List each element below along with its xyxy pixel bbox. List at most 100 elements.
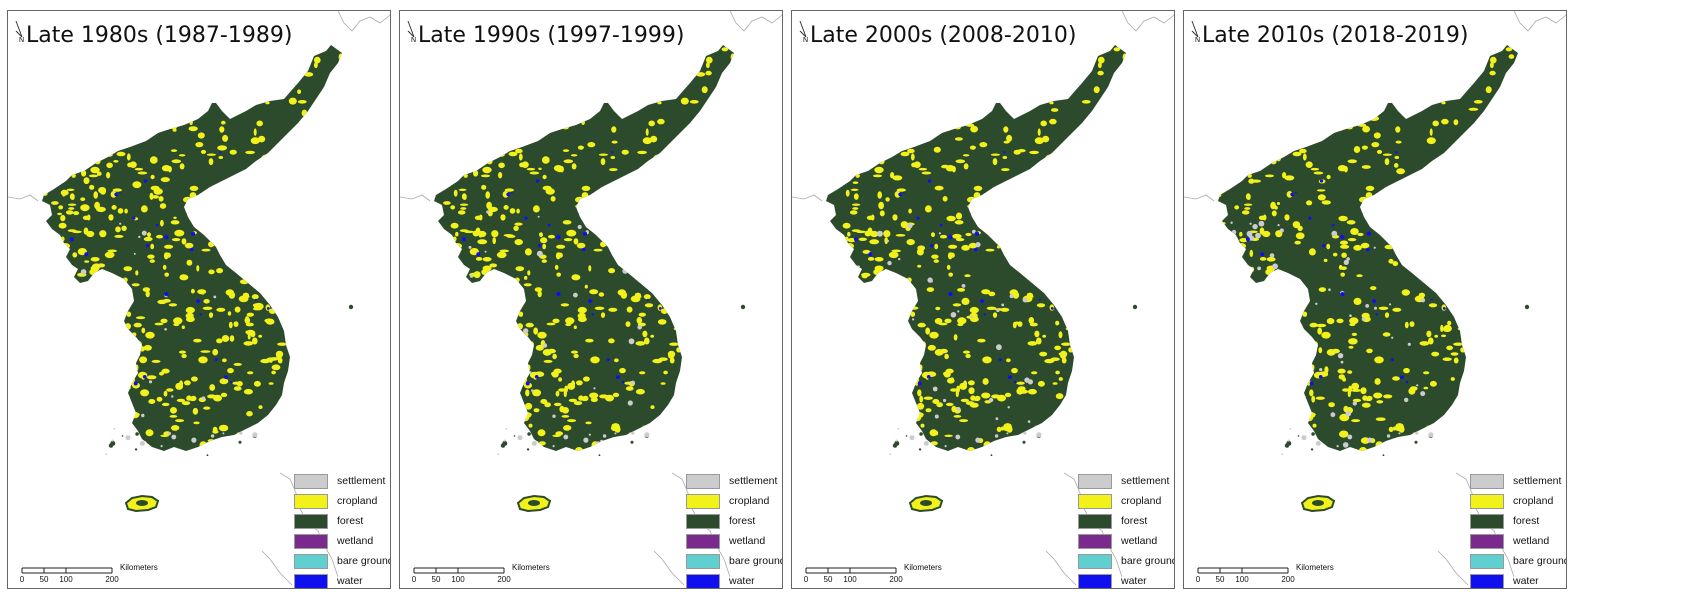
scale-tick-label: 100 [843,575,857,584]
legend-label: settlement [729,475,778,487]
korea-map-3 [792,11,1174,586]
islet [568,445,571,448]
legend-swatch [686,513,720,529]
legend-label: bare ground [1121,555,1175,567]
legend-item-settlement: settlement [1470,471,1565,491]
islet [1382,454,1385,457]
legend-swatch [1470,573,1504,588]
islet [644,432,650,438]
islet [552,445,555,448]
islet [531,440,537,446]
islet [1414,440,1418,444]
legend-swatch [1470,533,1504,549]
legend-swatch [1078,553,1112,569]
neighbour-coastline [1121,11,1174,32]
islet [503,439,506,442]
scale-tick-labels: 0 50 100 200 [804,575,964,587]
legend-swatch [1078,573,1112,588]
islet [526,448,530,451]
islet [121,435,124,437]
legend-label: forest [729,515,756,527]
neighbour-coastline [1513,11,1566,32]
panel-title: Late 2000s (2008-2010) [810,23,1077,48]
islet [191,437,197,443]
korea-map-1 [8,11,390,586]
legend-item-water: water [1470,571,1565,588]
north-arrow-icon: N [796,19,812,49]
legend-label: cropland [1513,495,1554,507]
scale-tick-label: 50 [1215,575,1225,584]
legend-item-wetland: wetland [1078,531,1173,551]
legend: settlement cropland forest wetland bare grou… [686,471,783,588]
legend-label: water [729,575,755,587]
islet [990,454,993,457]
jeju-mountain [920,500,932,506]
scale-tick-label: 0 [19,575,25,584]
map-panel-2: N Late 1990s (1997-1999) settlement cropl… [399,10,783,589]
islet [1311,432,1315,436]
legend-swatch [1078,533,1112,549]
legend-swatch [1470,513,1504,529]
legend-label: forest [337,515,364,527]
islet [113,427,116,430]
islet [1398,432,1401,435]
legend-item-bare-ground: bare ground [1078,551,1175,571]
islet [923,440,929,446]
scale-tick-label: 100 [59,575,73,584]
islet [1353,429,1356,433]
north-label: N [1195,37,1201,44]
islet [1284,443,1290,448]
jeju-mountain [1312,500,1324,506]
islet [919,432,923,436]
islet [239,431,243,435]
islet [960,445,963,448]
scale-bar-graphic [1197,567,1289,574]
scale-unit-label: Kilometers [904,563,942,572]
legend-label: bare ground [729,555,783,567]
islet [171,434,177,440]
ulleung-island [1524,304,1530,310]
islet [500,443,506,448]
legend-item-cropland: cropland [294,491,389,511]
legend-label: water [337,575,363,587]
neighbour-coastline [337,11,390,32]
korea-map-2 [400,11,782,586]
islet [238,440,242,444]
legend-item-settlement: settlement [1078,471,1173,491]
scale-tick-label: 200 [105,575,119,584]
scale-bar-graphic [21,567,113,574]
north-arrow-icon: N [12,19,28,49]
legend-item-cropland: cropland [1470,491,1565,511]
legend-item-wetland: wetland [686,531,781,551]
legend-item-settlement: settlement [294,471,389,491]
islet [892,443,898,448]
islet [513,435,516,437]
legend-item-cropland: cropland [686,491,781,511]
ulleung-island [740,304,746,310]
scale-tick-label: 50 [431,575,441,584]
legend-swatch [1078,513,1112,529]
islet [206,454,209,457]
legend-swatch [686,473,720,489]
islet [944,445,947,448]
legend-item-water: water [1078,571,1173,588]
islet [135,432,139,436]
scale-tick-label: 0 [411,575,417,584]
legend-label: bare ground [1513,555,1567,567]
legend-label: water [1513,575,1539,587]
jeju-mountain [136,500,148,506]
islet [497,453,500,456]
islet [1287,439,1290,442]
scale-unit-label: Kilometers [512,563,550,572]
scale-bar: Kilometers 0 50 100 200 [412,563,572,587]
neighbour-coastline [792,194,823,202]
islet [631,431,635,435]
islet [105,453,108,456]
ulleung-island [1132,304,1138,310]
islet [139,440,145,446]
legend-label: cropland [1121,495,1162,507]
legend-swatch [294,553,328,569]
islet [1367,437,1373,443]
legend-item-wetland: wetland [294,531,389,551]
